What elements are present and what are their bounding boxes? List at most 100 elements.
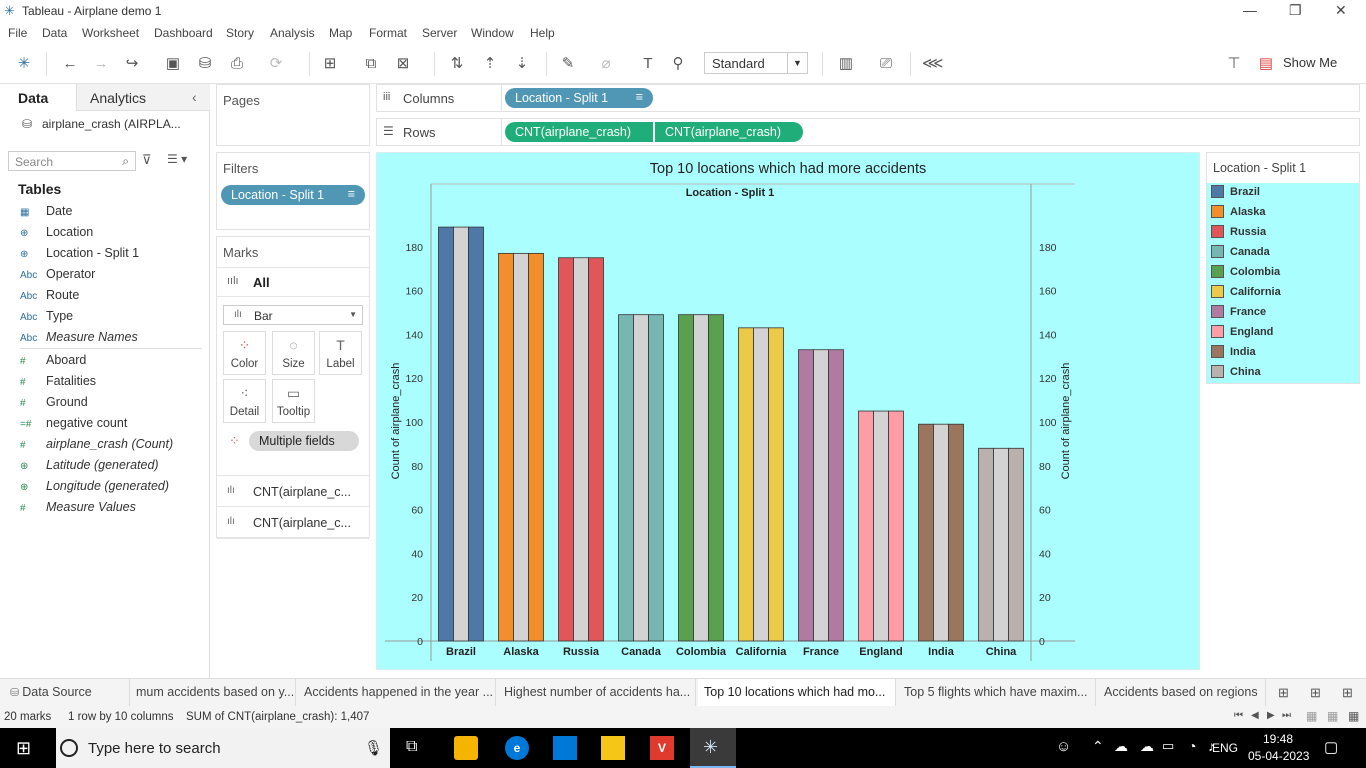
legend-item-england[interactable]: England <box>1211 325 1359 345</box>
fit-select[interactable]: Standard ▼ <box>704 52 808 74</box>
tableau-taskbar-active[interactable]: ✳ <box>690 728 736 768</box>
new-worksheet-icon[interactable]: ⊞ <box>1278 685 1289 700</box>
field-ground[interactable]: # Ground <box>20 395 88 409</box>
field-airplane-crash-count[interactable]: # airplane_crash (Count) <box>20 437 174 451</box>
legend-item-california[interactable]: California <box>1211 285 1359 305</box>
bar-california[interactable] <box>738 327 754 642</box>
bar-dual-russia[interactable] <box>588 257 604 642</box>
language-indicator[interactable]: ENG <box>1212 741 1239 755</box>
field-fatalities[interactable]: # Fatalities <box>20 374 97 388</box>
multiple-fields-row[interactable]: ⁘ Multiple fields <box>229 431 361 451</box>
tableau-home-icon[interactable]: ✳ <box>17 55 31 72</box>
bar-secondary-china[interactable] <box>993 447 1009 642</box>
field-measure-names[interactable]: Abc Measure Names <box>20 330 138 344</box>
bar-secondary-india[interactable] <box>933 423 949 642</box>
bar-secondary-california[interactable] <box>753 327 769 642</box>
bar-secondary-alaska[interactable] <box>513 252 529 642</box>
people-icon[interactable]: ☺ <box>1056 738 1072 755</box>
new-worksheet-icon[interactable]: ⊞ <box>323 55 337 72</box>
group-icon[interactable]: ⌀ <box>601 55 611 72</box>
pin-icon[interactable]: ⚲ <box>672 55 684 72</box>
nav-first-icon[interactable]: ⏮ <box>1234 710 1243 721</box>
text-label-icon[interactable]: T <box>643 55 653 72</box>
file-explorer-icon[interactable] <box>601 736 625 760</box>
store-icon[interactable] <box>454 736 478 760</box>
tab-sheet-2[interactable]: Accidents happened in the year ... <box>298 679 496 707</box>
show-cards-icon[interactable]: ▥ <box>838 55 854 72</box>
columns-shelf[interactable]: iii Columns Location - Split 1 ≡ <box>376 84 1360 112</box>
bar-chart[interactable]: Top 10 locations which had more accident… <box>377 153 1199 669</box>
bar-secondary-brazil[interactable] <box>453 226 469 642</box>
menu-analysis[interactable]: Analysis <box>270 26 315 40</box>
datasource-name[interactable]: airplane_crash (AIRPLA... <box>42 117 181 131</box>
restore-button[interactable]: ❐ <box>1289 2 1302 18</box>
redo-icon[interactable]: → <box>93 55 109 72</box>
bar-alaska[interactable] <box>498 252 514 642</box>
swap-icon[interactable]: ⇅ <box>450 55 464 72</box>
microphone-icon[interactable]: 🎙 <box>364 740 384 757</box>
undo-icon[interactable]: ← <box>62 55 78 72</box>
bar-secondary-colombia[interactable] <box>693 314 709 642</box>
filter-icon[interactable]: ⊽ <box>142 152 152 167</box>
field-negative-count[interactable]: =# negative count <box>20 416 128 430</box>
bar-dual-california[interactable] <box>768 327 784 642</box>
legend-item-russia[interactable]: Russia <box>1211 225 1359 245</box>
tab-analytics[interactable]: Analytics <box>90 90 147 106</box>
rows-pill-cnt-2[interactable]: CNT(airplane_crash) <box>655 122 803 142</box>
bar-dual-india[interactable] <box>948 423 964 642</box>
nav-next-icon[interactable]: ▶ <box>1267 710 1275 721</box>
show-me-button[interactable]: Show Me <box>1283 55 1338 70</box>
legend-item-china[interactable]: China <box>1211 365 1359 385</box>
bar-france[interactable] <box>798 349 814 642</box>
chart-bars[interactable] <box>438 226 1024 642</box>
bar-secondary-canada[interactable] <box>633 314 649 642</box>
field-location-split[interactable]: ⊕ Location - Split 1 <box>20 246 140 260</box>
bar-dual-china[interactable] <box>1008 447 1024 642</box>
tab-view-icon[interactable]: ▦ <box>1348 709 1360 723</box>
menu-file[interactable]: File <box>8 26 28 40</box>
rows-shelf[interactable]: ☰ Rows CNT(airplane_crash) CNT(airplane_… <box>376 118 1360 146</box>
field-latitude[interactable]: ⊕ Latitude (generated) <box>20 458 159 472</box>
menu-format[interactable]: Format <box>369 26 408 40</box>
clear-sheet-icon[interactable]: ⊠ <box>396 55 410 72</box>
bar-secondary-france[interactable] <box>813 349 829 642</box>
legend-item-france[interactable]: France <box>1211 305 1359 325</box>
pages-card[interactable]: Pages <box>216 84 370 146</box>
field-route[interactable]: Abc Route <box>20 288 80 302</box>
filter-pill-location-split[interactable]: Location - Split 1 ≡ <box>221 185 365 205</box>
bar-dual-brazil[interactable] <box>468 226 484 642</box>
bar-colombia[interactable] <box>678 314 694 642</box>
legend-item-canada[interactable]: Canada <box>1211 245 1359 265</box>
measure-row-1[interactable]: ılı CNT(airplane_c... <box>217 475 369 507</box>
duplicate-icon[interactable]: ⧉ <box>365 55 377 72</box>
bar-secondary-england[interactable] <box>873 410 889 642</box>
bar-dual-france[interactable] <box>828 349 844 642</box>
tab-data[interactable]: Data <box>18 90 49 106</box>
tray-chevron-icon[interactable]: ⌃ <box>1092 738 1104 754</box>
app-icon[interactable]: V <box>650 736 674 760</box>
mark-type-select[interactable]: ılı Bar ▼ <box>223 305 363 325</box>
bar-russia[interactable] <box>558 257 574 642</box>
label-button[interactable]: T Label <box>319 331 362 375</box>
view-options-icon[interactable]: ☰ ▾ <box>167 152 188 166</box>
legend-item-colombia[interactable]: Colombia <box>1211 265 1359 285</box>
clock-date[interactable]: 05-04-2023 <box>1248 749 1310 763</box>
field-type[interactable]: Abc Type <box>20 309 74 323</box>
bar-india[interactable] <box>918 423 934 642</box>
highlight-icon[interactable]: ✎ <box>561 55 575 72</box>
bar-secondary-russia[interactable] <box>573 257 589 642</box>
notifications-icon[interactable]: ▢ <box>1324 739 1339 756</box>
menu-server[interactable]: Server <box>422 26 458 40</box>
menu-worksheet[interactable]: Worksheet <box>82 26 140 40</box>
bar-dual-england[interactable] <box>888 410 904 642</box>
legend-item-brazil[interactable]: Brazil <box>1211 185 1359 205</box>
share-icon[interactable]: ⋘ <box>922 55 944 72</box>
rows-pill-cnt-1[interactable]: CNT(airplane_crash) <box>505 122 653 142</box>
marks-all-row[interactable]: ıılı All <box>217 267 369 297</box>
color-button[interactable]: ⁘ Color <box>223 331 266 375</box>
filters-card[interactable]: Filters Location - Split 1 ≡ <box>216 152 370 230</box>
close-button[interactable]: ✕ <box>1335 2 1347 18</box>
size-button[interactable]: ◌ Size <box>272 331 315 375</box>
detail-button[interactable]: ⁖ Detail <box>223 379 266 423</box>
bar-canada[interactable] <box>618 314 634 642</box>
